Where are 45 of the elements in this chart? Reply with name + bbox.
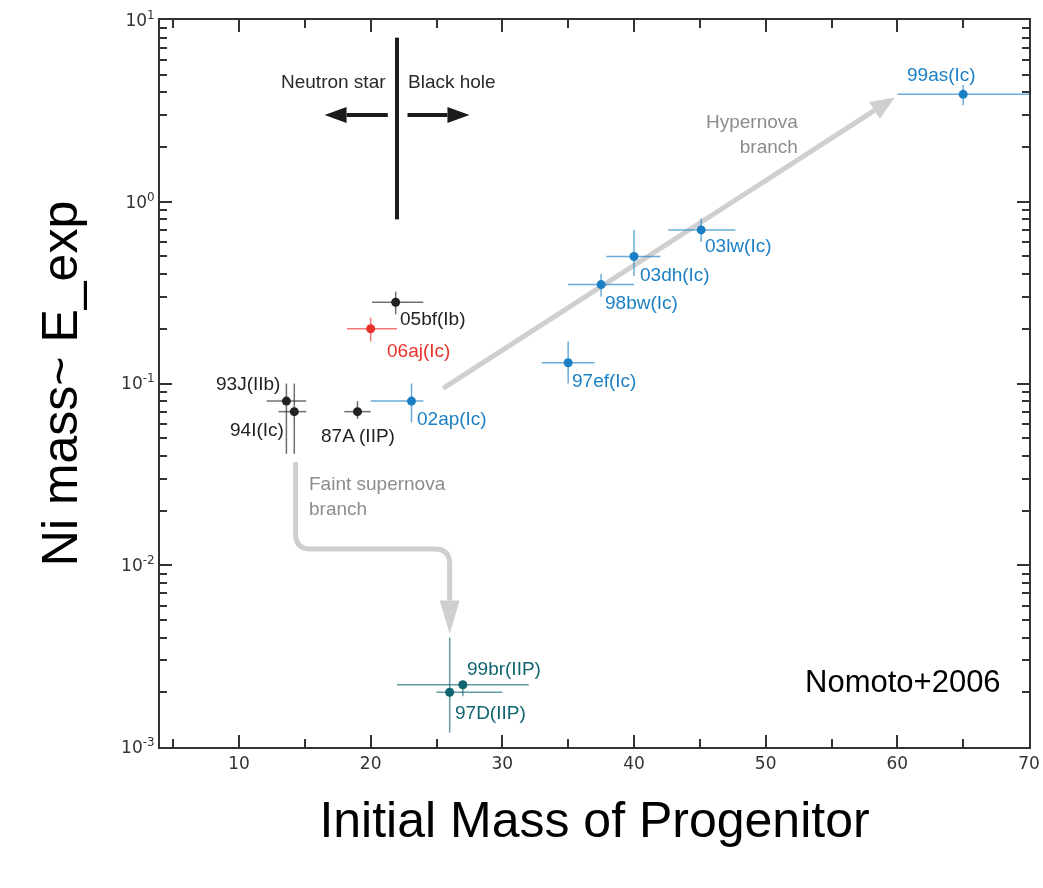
y-tick-label: 10$^{1}$ bbox=[125, 7, 155, 30]
x-tick-label: 10 bbox=[228, 753, 250, 774]
x-tick-label: 70 bbox=[1018, 753, 1040, 774]
point bbox=[629, 251, 639, 261]
annotation: 03lw(Ic) bbox=[705, 235, 772, 256]
point bbox=[391, 297, 401, 307]
point bbox=[958, 89, 968, 99]
y-tick-label: 10$^{-2}$ bbox=[121, 553, 155, 576]
annotation: 02ap(Ic) bbox=[417, 408, 487, 429]
annotation: Hypernova branch bbox=[706, 111, 799, 157]
x-tick-label: 20 bbox=[359, 753, 382, 774]
annotation: 05bf(Ib) bbox=[400, 308, 466, 329]
point bbox=[596, 280, 606, 290]
annotation: 97ef(Ic) bbox=[572, 370, 637, 391]
annotation: 99br(IIP) bbox=[467, 658, 541, 679]
y-axis-title: Ni mass~ E_exp bbox=[31, 200, 88, 567]
annotation: 87A (IIP) bbox=[321, 425, 395, 446]
annotation: 97D(IIP) bbox=[455, 702, 526, 723]
y-tick-label: 10$^{-1}$ bbox=[121, 371, 155, 394]
annotation: 94I(Ic) bbox=[230, 419, 284, 440]
x-tick-label: 60 bbox=[886, 753, 909, 774]
annotation: Nomoto+2006 bbox=[805, 664, 1001, 699]
annotation: Neutron star bbox=[281, 71, 387, 92]
x-axis-title: Initial Mass of Progenitor bbox=[319, 792, 870, 849]
annotation: 93J(IIb) bbox=[216, 373, 281, 394]
x-tick-label: 40 bbox=[623, 753, 645, 774]
point bbox=[366, 324, 376, 334]
annotation: 99as(Ic) bbox=[907, 64, 976, 85]
x-tick-label: 30 bbox=[491, 753, 514, 774]
x-tick-label: 50 bbox=[754, 753, 777, 774]
point bbox=[696, 225, 706, 235]
point bbox=[406, 396, 416, 406]
point bbox=[445, 687, 455, 697]
annotation: 98bw(Ic) bbox=[605, 292, 678, 313]
point bbox=[458, 680, 468, 690]
annotation: 03dh(Ic) bbox=[640, 264, 710, 285]
y-tick-label: 10$^{0}$ bbox=[125, 189, 155, 212]
annotation: 06aj(Ic) bbox=[387, 340, 451, 361]
point bbox=[289, 407, 299, 417]
annotation: Faint supernova branch bbox=[309, 473, 446, 519]
point bbox=[281, 396, 291, 406]
annotation: Black hole bbox=[408, 71, 496, 92]
point bbox=[563, 358, 573, 368]
y-tick-label: 10$^{-3}$ bbox=[121, 734, 155, 757]
point bbox=[353, 407, 362, 417]
